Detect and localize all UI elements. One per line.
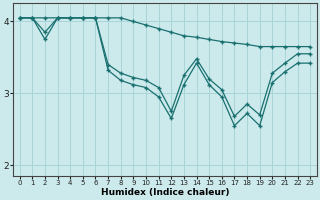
- X-axis label: Humidex (Indice chaleur): Humidex (Indice chaleur): [101, 188, 229, 197]
